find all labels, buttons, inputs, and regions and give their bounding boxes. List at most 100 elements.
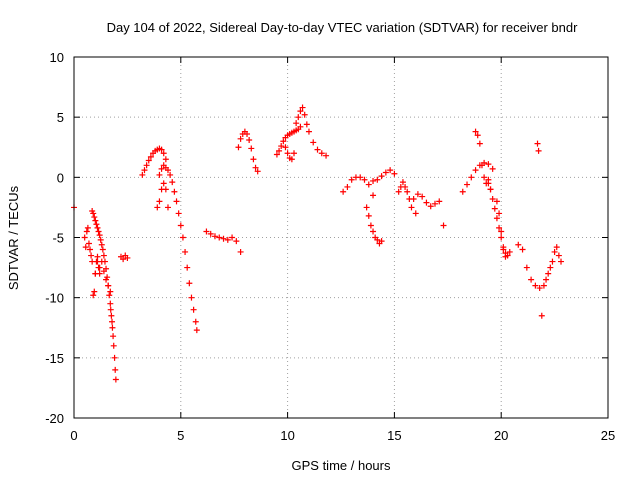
data-point — [154, 204, 161, 211]
data-point — [91, 214, 98, 221]
data-point — [164, 167, 171, 174]
data-point — [99, 246, 106, 253]
data-point — [365, 212, 372, 219]
data-point — [489, 195, 496, 202]
data-point — [237, 135, 244, 142]
data-point — [143, 162, 150, 169]
data-point — [478, 162, 485, 169]
data-point — [120, 256, 127, 263]
data-point — [323, 152, 330, 159]
x-tick-label: 10 — [280, 428, 294, 443]
data-point — [100, 252, 107, 259]
data-point — [158, 146, 165, 153]
data-point — [273, 151, 280, 158]
data-point — [543, 276, 550, 283]
data-point — [305, 128, 312, 135]
data-point — [107, 288, 114, 295]
data-point — [88, 252, 95, 259]
data-point — [370, 228, 377, 235]
y-tick-label: 0 — [57, 170, 64, 185]
data-point — [474, 132, 481, 139]
data-point — [387, 167, 394, 174]
data-point — [310, 139, 317, 146]
x-axis-label: GPS time / hours — [292, 458, 391, 473]
data-point — [82, 244, 89, 251]
data-point — [107, 306, 114, 313]
data-point — [167, 171, 174, 178]
data-point — [344, 183, 351, 190]
data-point — [367, 222, 374, 229]
data-point — [534, 140, 541, 147]
chart-title: Day 104 of 2022, Sidereal Day-to-day VTE… — [107, 20, 579, 35]
data-point — [410, 195, 417, 202]
data-point — [340, 188, 347, 195]
data-point — [91, 288, 98, 295]
data-point — [112, 376, 119, 383]
data-point — [374, 236, 381, 243]
data-point — [207, 230, 214, 237]
data-point — [246, 137, 253, 144]
x-tick-label: 20 — [494, 428, 508, 443]
data-point — [357, 174, 364, 181]
data-point — [177, 222, 184, 229]
y-tick-label: -15 — [45, 351, 64, 366]
data-point — [314, 146, 321, 153]
data-point — [106, 292, 113, 299]
data-point — [220, 235, 227, 242]
data-point — [370, 192, 377, 199]
data-point — [295, 114, 302, 121]
data-point — [162, 186, 169, 193]
data-point — [173, 198, 180, 205]
data-point — [414, 191, 421, 198]
data-point — [498, 234, 505, 241]
data-point — [85, 240, 92, 247]
data-point — [540, 282, 547, 289]
data-point — [485, 161, 492, 168]
data-point — [92, 270, 99, 277]
data-point — [237, 248, 244, 255]
grid — [74, 57, 608, 418]
data-point — [348, 176, 355, 183]
data-point — [235, 144, 242, 151]
x-tick-label: 5 — [177, 428, 184, 443]
data-point — [90, 210, 97, 217]
x-tick-label: 15 — [387, 428, 401, 443]
data-point — [105, 282, 112, 289]
data-point — [145, 157, 152, 164]
data-point — [162, 156, 169, 163]
data-point — [109, 318, 116, 325]
data-point — [107, 300, 114, 307]
data-point — [297, 123, 304, 130]
data-point — [98, 258, 105, 265]
data-point — [545, 270, 552, 277]
plot-frame — [73, 56, 609, 419]
data-point — [100, 268, 107, 275]
data-point — [427, 203, 434, 210]
data-point — [124, 254, 131, 261]
data-point — [156, 171, 163, 178]
data-point — [404, 188, 411, 195]
data-point — [179, 234, 186, 241]
data-point — [502, 253, 509, 260]
data-point — [108, 312, 115, 319]
y-tick-label: -5 — [52, 231, 64, 246]
data-point — [523, 264, 530, 271]
data-point — [164, 204, 171, 211]
data-point — [402, 183, 409, 190]
data-point — [538, 312, 545, 319]
data-point — [515, 241, 522, 248]
data-point — [233, 238, 240, 245]
y-tick-label: -20 — [45, 411, 64, 426]
data-point — [192, 318, 199, 325]
y-tick-label: 5 — [57, 110, 64, 125]
data-point — [284, 150, 291, 157]
data-point — [276, 147, 283, 154]
data-point — [229, 234, 236, 241]
data-point — [431, 200, 438, 207]
data-point — [436, 198, 443, 205]
data-point — [81, 234, 88, 241]
data-point — [160, 180, 167, 187]
data-point — [303, 121, 310, 128]
data-point — [95, 228, 102, 235]
data-point — [250, 156, 257, 163]
